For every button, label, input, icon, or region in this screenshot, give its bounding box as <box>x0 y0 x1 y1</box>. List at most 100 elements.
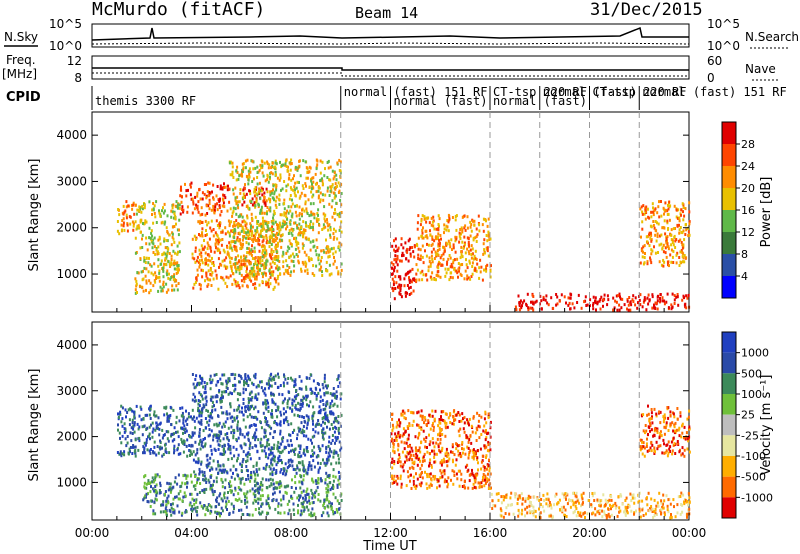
echo-cell <box>569 307 571 311</box>
echo-cell <box>175 430 177 434</box>
echo-cell <box>167 439 170 443</box>
echo-cell <box>657 251 659 254</box>
echo-cell <box>228 412 231 416</box>
echo-cell <box>209 278 212 282</box>
echo-cell <box>324 478 327 482</box>
echo-cell <box>163 222 166 226</box>
echo-cell <box>682 229 685 233</box>
echo-cell <box>171 432 174 436</box>
echo-cell <box>275 422 278 425</box>
echo-cell <box>153 451 156 455</box>
echo-cell <box>266 239 269 243</box>
echo-cell <box>602 298 605 302</box>
echo-cell <box>303 231 306 235</box>
echo-cell <box>269 472 272 476</box>
echo-cell <box>480 481 483 485</box>
echo-cell <box>447 476 450 480</box>
echo-cell <box>304 236 307 240</box>
echo-cell <box>340 268 343 272</box>
echo-cell <box>171 288 173 292</box>
echo-cell <box>650 233 653 237</box>
echo-cell <box>255 385 258 389</box>
echo-cell <box>221 469 223 473</box>
echo-cell <box>134 203 137 207</box>
echo-cell <box>247 408 250 412</box>
echo-cell <box>312 228 315 232</box>
echo-cell <box>147 479 150 483</box>
echo-cell <box>267 511 270 515</box>
echo-cell <box>283 384 285 388</box>
echo-cell <box>244 376 247 380</box>
echo-cell <box>246 251 249 255</box>
echo-cell <box>210 395 213 399</box>
echo-cell <box>478 266 481 270</box>
echo-cell <box>298 217 301 221</box>
echo-cell <box>436 486 438 490</box>
echo-cell <box>312 193 315 197</box>
echo-cell <box>238 271 241 275</box>
echo-cell <box>169 405 172 409</box>
echo-cell <box>214 433 217 437</box>
echo-cell <box>256 482 259 486</box>
echo-cell <box>148 291 151 295</box>
echo-cell <box>273 262 276 265</box>
echo-cell <box>679 226 682 229</box>
echo-cell <box>239 188 242 192</box>
echo-cell <box>182 450 185 454</box>
echo-cell <box>148 226 151 230</box>
echo-cell <box>259 494 262 498</box>
echo-cell <box>303 430 306 434</box>
echo-cell <box>195 500 198 504</box>
echo-cell <box>219 184 222 188</box>
echo-cell <box>306 493 309 496</box>
echo-cell <box>152 284 155 288</box>
echo-cell <box>268 228 271 232</box>
echo-cell <box>295 240 298 244</box>
echo-cell <box>272 446 275 450</box>
echo-cell <box>240 279 243 283</box>
echo-cell <box>166 437 169 441</box>
echo-cell <box>657 222 660 226</box>
echo-cell <box>293 191 296 195</box>
echo-cell <box>162 269 165 273</box>
echo-cell <box>202 506 205 510</box>
echo-cell <box>277 372 279 376</box>
echo-cell <box>236 261 239 265</box>
echo-cell <box>168 262 171 266</box>
echo-cell <box>305 446 308 450</box>
echo-cell <box>274 199 277 203</box>
echo-cell <box>596 302 599 306</box>
echo-cell <box>295 486 297 490</box>
echo-cell <box>307 256 310 260</box>
echo-cell <box>467 240 470 244</box>
echo-cell <box>403 277 406 281</box>
echo-cell <box>119 412 122 416</box>
echo-cell <box>545 294 548 298</box>
echo-cell <box>218 226 221 230</box>
echo-cell <box>220 452 223 456</box>
echo-cell <box>166 239 169 243</box>
echo-cell <box>675 261 678 265</box>
echo-cell <box>252 269 255 273</box>
echo-cell <box>534 300 537 304</box>
echo-cell <box>153 279 156 283</box>
echo-cell <box>253 194 256 198</box>
echo-cell <box>242 188 245 192</box>
echo-cell <box>428 473 431 476</box>
echo-cell <box>555 303 558 307</box>
echo-cell <box>340 499 343 502</box>
echo-cell <box>236 423 239 427</box>
echo-cell <box>275 258 278 262</box>
echo-cell <box>642 204 645 208</box>
echo-cell <box>245 492 248 496</box>
echo-cell <box>277 385 280 389</box>
echo-cell <box>208 504 211 507</box>
echo-cell <box>421 231 424 235</box>
echo-cell <box>193 399 196 403</box>
echo-cell <box>172 510 175 514</box>
echo-cell <box>332 426 334 430</box>
echo-cell <box>166 269 169 273</box>
echo-cell <box>672 249 675 253</box>
echo-cell <box>398 291 401 295</box>
echo-cell <box>155 421 158 425</box>
